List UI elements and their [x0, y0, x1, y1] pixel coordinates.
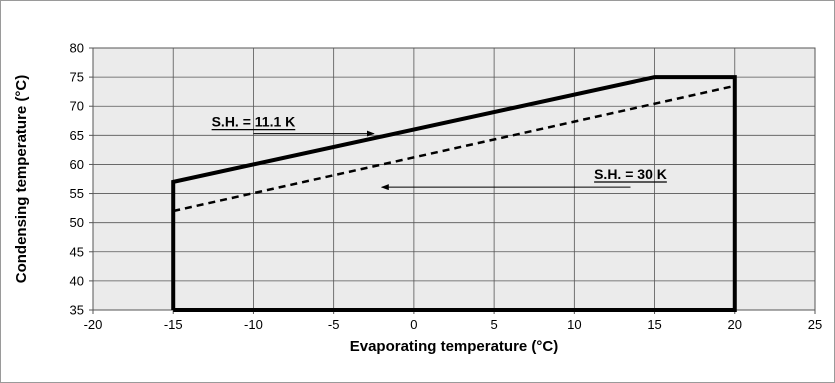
y-axis-title: Condensing temperature (°C) [13, 75, 30, 284]
y-tick-label: 35 [70, 303, 84, 318]
x-axis-title: Evaporating temperature (°C) [350, 338, 559, 355]
y-tick-label: 70 [70, 99, 84, 114]
y-tick-label: 50 [70, 215, 84, 230]
series-lines [171, 75, 737, 312]
annotation-label: S.H. = 30 K [594, 166, 667, 182]
x-tick-label: 5 [490, 317, 497, 332]
y-tick-labels: 35 40 45 50 55 60 65 70 75 80 [70, 41, 84, 318]
annotation-label: S.H. = 11.1 K [212, 114, 296, 130]
y-tick-label: 60 [70, 157, 84, 172]
y-tick-label: 40 [70, 273, 84, 288]
x-tick-labels: -20 -15 -10 -5 0 5 10 15 20 25 [84, 317, 823, 332]
plot-area [92, 47, 816, 311]
x-tick-label: 15 [647, 317, 661, 332]
x-tick-label: -5 [328, 317, 340, 332]
annotations: S.H. = 11.1 K S.H. = 30 K [212, 114, 667, 191]
y-tick-label: 55 [70, 186, 84, 201]
x-tick-label: 20 [728, 317, 742, 332]
x-tick-label: 25 [808, 317, 822, 332]
y-tick-label: 80 [70, 41, 84, 56]
y-tick-label: 65 [70, 128, 84, 143]
x-tick-label: -10 [244, 317, 263, 332]
x-tick-label: -20 [84, 317, 103, 332]
x-tick-label: -15 [164, 317, 183, 332]
series-sh-11-1k-envelope [171, 75, 737, 312]
x-tick-label: 0 [410, 317, 417, 332]
y-tick-label: 75 [70, 70, 84, 85]
y-tick-label: 45 [70, 244, 84, 259]
x-tick-label: 10 [567, 317, 581, 332]
